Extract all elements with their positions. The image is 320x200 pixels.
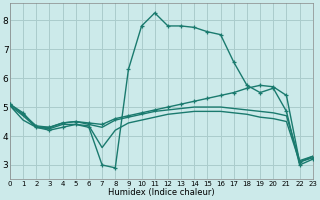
X-axis label: Humidex (Indice chaleur): Humidex (Indice chaleur) <box>108 188 215 197</box>
